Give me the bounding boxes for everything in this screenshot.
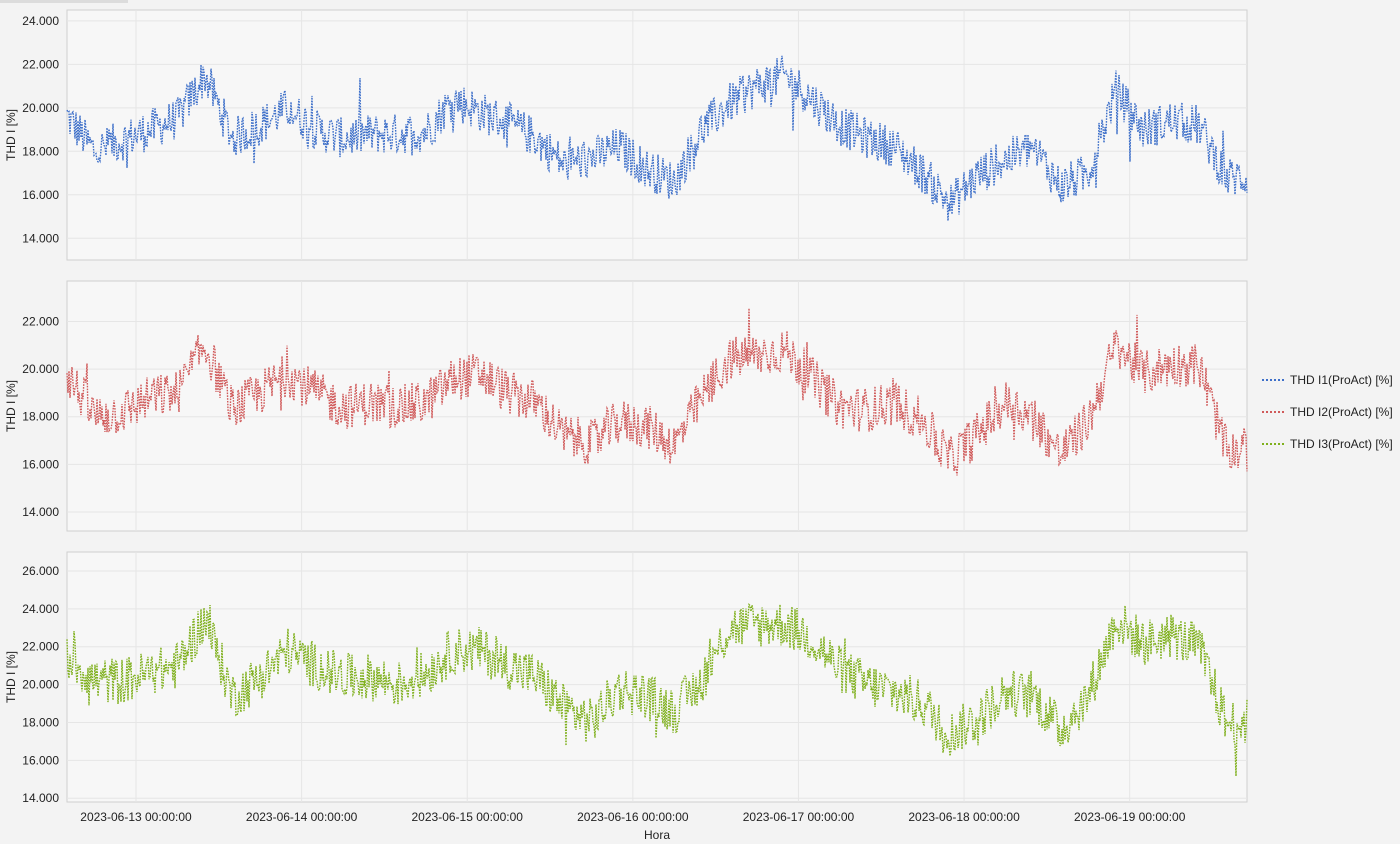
legend-label-i2: THD I2(ProAct) [%] <box>1290 405 1393 419</box>
y-tick-label: 24.000 <box>22 14 59 28</box>
series-line-1 <box>66 55 1248 221</box>
y-tick-label: 20.000 <box>22 101 59 115</box>
y-tick-label: 22.000 <box>22 314 59 328</box>
y-tick-label: 20.000 <box>22 678 59 692</box>
y-tick-label: 22.000 <box>22 640 59 654</box>
y-tick-label: 24.000 <box>22 602 59 616</box>
y-tick-label: 22.000 <box>22 57 59 71</box>
x-tick-label: 2023-06-15 00:00:00 <box>412 810 524 824</box>
y-tick-label: 14.000 <box>22 231 59 245</box>
legend-label-i1: THD I1(ProAct) [%] <box>1290 373 1393 387</box>
legend-swatch-i2 <box>1262 411 1284 413</box>
x-tick-label: 2023-06-18 00:00:00 <box>908 810 1020 824</box>
x-axis-title: Hora <box>644 828 670 842</box>
y-tick-label: 16.000 <box>22 188 59 202</box>
legend: THD I1(ProAct) [%] THD I2(ProAct) [%] TH… <box>1262 364 1400 460</box>
y-tick-label: 14.000 <box>22 505 59 519</box>
x-tick-label: 2023-06-19 00:00:00 <box>1074 810 1186 824</box>
window-tab-strip <box>0 0 128 3</box>
y-tick-label: 18.000 <box>22 410 59 424</box>
series-line-2 <box>66 308 1248 476</box>
y-tick-label: 18.000 <box>22 715 59 729</box>
x-tick-label: 2023-06-16 00:00:00 <box>577 810 689 824</box>
x-tick-label: 2023-06-13 00:00:00 <box>80 810 192 824</box>
x-tick-label: 2023-06-14 00:00:00 <box>246 810 358 824</box>
y-tick-label: 16.000 <box>22 457 59 471</box>
y-tick-label: 16.000 <box>22 753 59 767</box>
y-tick-label: 20.000 <box>22 362 59 376</box>
y-axis-title: THD I [%] <box>4 109 18 161</box>
legend-label-i3: THD I3(ProAct) [%] <box>1290 437 1393 451</box>
plot-area-3 <box>66 551 1248 803</box>
legend-item-i3[interactable]: THD I3(ProAct) [%] <box>1262 428 1400 460</box>
plot-area-1 <box>66 9 1248 261</box>
y-axis-title: THD I [%] <box>4 651 18 703</box>
y-tick-label: 14.000 <box>22 791 59 805</box>
y-tick-label: 26.000 <box>22 564 59 578</box>
legend-item-i1[interactable]: THD I1(ProAct) [%] <box>1262 364 1400 396</box>
x-tick-label: 2023-06-17 00:00:00 <box>743 810 855 824</box>
y-tick-label: 18.000 <box>22 144 59 158</box>
legend-item-i2[interactable]: THD I2(ProAct) [%] <box>1262 396 1400 428</box>
series-line-3 <box>66 603 1248 777</box>
legend-swatch-i1 <box>1262 379 1284 381</box>
y-axis-title: THD I [%] <box>4 380 18 432</box>
legend-swatch-i3 <box>1262 443 1284 445</box>
